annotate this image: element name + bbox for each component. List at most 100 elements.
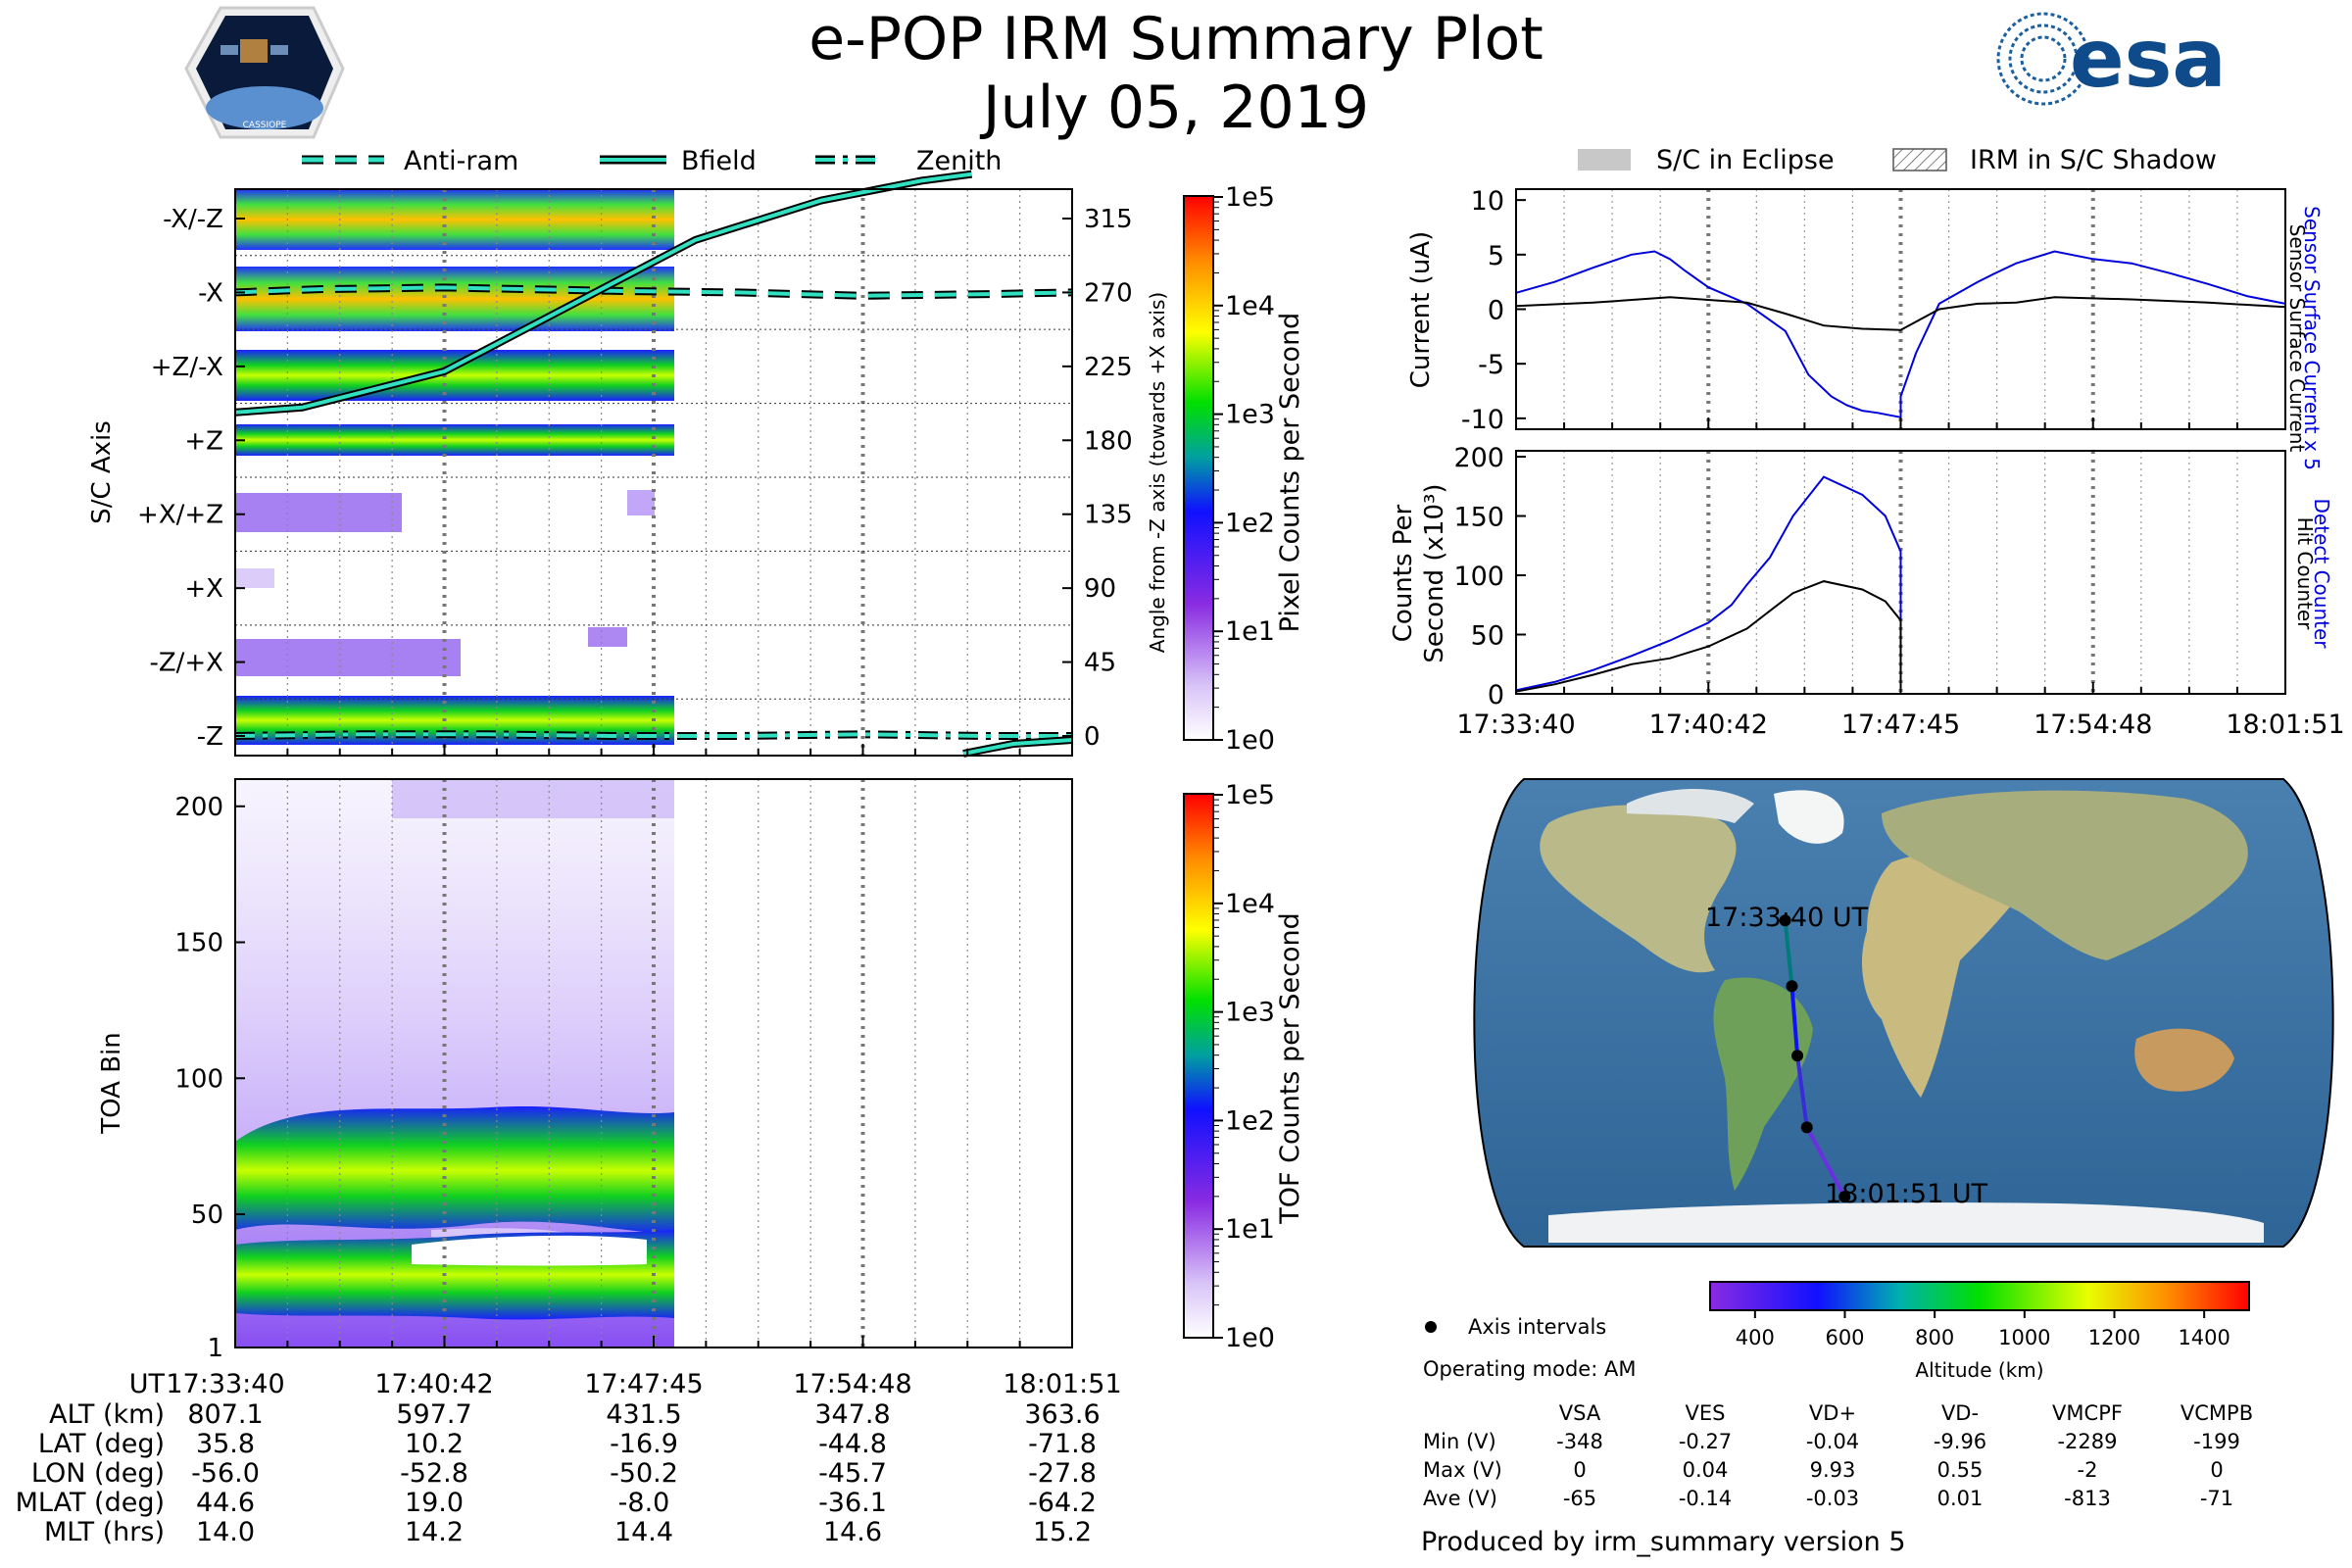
page-date: July 05, 2019 [982, 74, 1370, 142]
voltage-cell: -199 [2193, 1430, 2240, 1453]
toa-gap [412, 1235, 647, 1266]
pixel-colorbar-label: Pixel Counts per Second [1275, 313, 1305, 633]
time-row-label: LAT (deg) [38, 1429, 165, 1459]
colorbar-tick-label: 1e3 [1225, 998, 1275, 1028]
toa-ylabel: TOA Bin [97, 1032, 126, 1134]
voltage-cell: -813 [2064, 1487, 2111, 1510]
legend-zenith: Zenith [916, 146, 1002, 176]
track-interval-point [1838, 1191, 1851, 1203]
voltage-cell: -2 [2078, 1458, 2098, 1482]
altitude-tick-label: 800 [1915, 1326, 1954, 1349]
time-row-label: UT [129, 1369, 166, 1399]
right-legend: S/C in Eclipse IRM in S/C Shadow [1578, 145, 2217, 175]
track-interval-point [1786, 980, 1798, 993]
colorbar-tick-label: 1e0 [1225, 725, 1275, 756]
band-xz-neg [235, 189, 674, 250]
line-panel-xtick-label: 17:40:42 [1649, 710, 1768, 740]
time-cell: -64.2 [1028, 1488, 1097, 1518]
antarctica [1548, 1202, 2264, 1243]
time-cell: 18:01:51 [1003, 1369, 1121, 1399]
series-detect-counter [1515, 475, 2285, 695]
sc-axis-category: -X/-Z [163, 205, 223, 234]
orbit-track [1779, 914, 1851, 1203]
band-xz-pos [235, 493, 402, 532]
pixel-colorbar-ticks: 1e5 1e4 1e3 1e2 1e1 1e0 [1213, 182, 1275, 756]
time-row-label: MLAT (deg) [16, 1488, 165, 1518]
eurasia [1882, 790, 2248, 960]
time-cell: 19.0 [405, 1488, 464, 1518]
band-xz-pos-2 [627, 490, 655, 515]
sc-axis-angle-label: 270 [1084, 278, 1133, 308]
altitude-colorbar-label: Altitude (km) [1915, 1358, 2043, 1382]
time-cell: -16.9 [610, 1429, 678, 1459]
time-row-label: ALT (km) [49, 1399, 165, 1430]
toa-ytick-label: 100 [174, 1064, 223, 1094]
time-cell: -27.8 [1028, 1458, 1097, 1489]
sc-axis-ylabel: S/C Axis [87, 420, 117, 524]
counts-axes: 0 50 100 150 200 17:33:40 17:40:42 17:47:45 17:5… [1453, 443, 2344, 740]
sc-axis-axes: -X/-Z -X +Z/-X +Z +X/+Z +X -Z/+X -Z 315 270 225 180… [137, 205, 1133, 756]
time-cell: 10.2 [405, 1429, 464, 1459]
line-panel-xtick-label: 17:33:40 [1456, 710, 1575, 740]
sc-axis-angle-label: 135 [1084, 501, 1133, 530]
series-sensor-surface-current-x-5 [1515, 250, 2286, 419]
voltage-row-label: Ave (V) [1423, 1487, 1497, 1510]
page-title: e-POP IRM Summary Plot [808, 5, 1544, 74]
time-cell: -71.8 [1028, 1429, 1097, 1459]
sc-axis-category: +Z [184, 426, 223, 456]
sc-axis-category: -Z [197, 722, 223, 752]
sc-axis-category: +X/+Z [137, 501, 223, 530]
time-cell: -45.7 [818, 1458, 887, 1489]
voltage-cell: 9.93 [1810, 1458, 1856, 1482]
voltage-cell: -348 [1556, 1430, 1603, 1453]
colorbar-tick-label: 1e4 [1225, 889, 1275, 919]
sc-axis-heatmap [235, 189, 674, 745]
time-cell: -36.1 [818, 1488, 887, 1518]
sc-line-bfield [234, 172, 972, 415]
time-cell: 14.4 [614, 1517, 673, 1547]
voltage-row-label: Max (V) [1423, 1458, 1502, 1482]
voltage-col-header: VSA [1559, 1401, 1601, 1425]
sc-axis-category: +X [184, 574, 223, 604]
line-panel-ytick-label: 200 [1453, 443, 1504, 473]
time-cell: 14.2 [405, 1517, 464, 1547]
voltage-cell: -0.03 [1806, 1487, 1859, 1510]
current-right-label-black: Sensor Surface Current [2285, 224, 2309, 453]
colorbar-tick-label: 1e5 [1225, 182, 1275, 213]
sc-axis-category: -Z/+X [149, 649, 223, 678]
line-panel-ytick-label: 0 [1488, 680, 1504, 710]
band-z [235, 424, 674, 456]
toa-ytick-label: 1 [207, 1334, 223, 1363]
sc-axis-right-ylabel: Angle from -Z axis (towards +X axis) [1146, 292, 1169, 653]
line-panel-xtick-label: 17:47:45 [1841, 710, 1960, 740]
counts-ylabel-line1: Counts Per [1389, 504, 1418, 642]
altitude-tick-label: 1000 [1998, 1326, 2050, 1349]
band-zx [235, 350, 674, 401]
track-segment [1804, 1126, 1846, 1199]
altitude-colorbar-ticks: 400 600 800 1000 1200 1400 [1736, 1310, 2230, 1349]
voltage-col-header: VMCPF [2052, 1401, 2123, 1425]
band-x-neg [235, 267, 674, 331]
line-panel-ytick-label: -5 [1478, 350, 1504, 380]
time-row-label: LON (deg) [31, 1458, 165, 1489]
band-x-pos [235, 568, 274, 588]
footer-text: Produced by irm_summary version 5 [1421, 1527, 1906, 1557]
legend-shadow: IRM in S/C Shadow [1970, 145, 2217, 175]
counts-right-label-black: Hit Counter [2293, 517, 2317, 630]
altitude-tick-label: 600 [1825, 1326, 1864, 1349]
counts-ylabel-line2: Second (x10³) [1420, 483, 1449, 662]
north-america [1540, 805, 1737, 973]
esa-logo: esa [1996, 12, 2227, 106]
line-panel-ytick-label: 150 [1453, 503, 1504, 533]
sc-line-anti-ram [234, 285, 1073, 298]
toa-upper-band [235, 1105, 674, 1235]
time-cell: 17:47:45 [584, 1369, 703, 1399]
voltage-table: VSA VES VD+ VD- VMCPF VCMPB Min (V) -348 -0.27 -0… [1423, 1401, 2253, 1510]
time-cell: 431.5 [606, 1399, 681, 1430]
cassiope-logo: CASSIOPE [184, 6, 345, 139]
toa-ytick-label: 200 [174, 793, 223, 822]
line-panel-xtick-label: 18:01:51 [2226, 710, 2344, 740]
time-cell: 17:40:42 [374, 1369, 493, 1399]
